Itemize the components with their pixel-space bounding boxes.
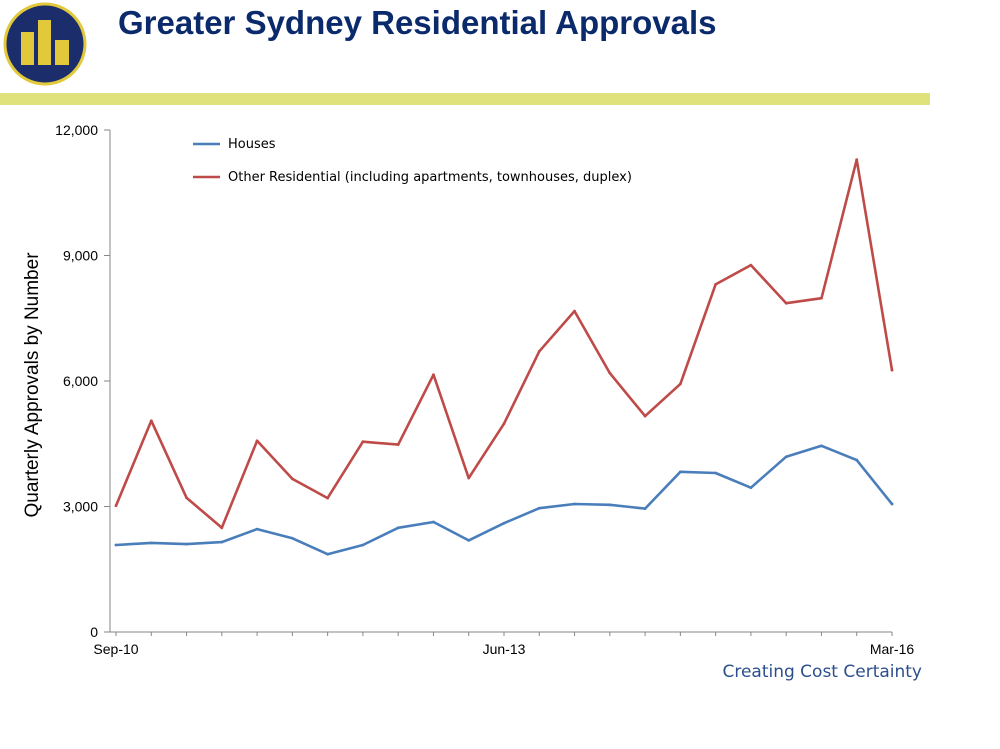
legend-label: Other Residential (including apartments,…	[228, 170, 632, 185]
series-lines	[114, 158, 894, 556]
data-point	[467, 476, 471, 480]
data-point	[326, 552, 330, 556]
data-point	[255, 527, 259, 531]
x-tick-label: Mar-16	[870, 641, 915, 657]
series-line-other-residential	[114, 158, 894, 530]
data-point	[714, 471, 718, 475]
data-point	[890, 368, 894, 372]
y-axis-label: Quarterly Approvals by Number	[22, 252, 43, 518]
data-point	[220, 540, 224, 544]
tagline: Creating Cost Certainty	[722, 662, 922, 682]
data-point	[573, 309, 576, 313]
data-point	[749, 486, 753, 490]
data-point	[784, 301, 788, 305]
legend: Houses Other Residential (including apart…	[193, 137, 632, 185]
data-point	[502, 521, 506, 525]
data-point	[361, 543, 365, 547]
data-point	[432, 520, 435, 524]
data-point	[396, 443, 400, 446]
data-point	[290, 477, 294, 481]
data-point	[114, 504, 118, 508]
data-point	[608, 503, 612, 507]
data-point	[855, 458, 859, 462]
data-point	[502, 422, 506, 426]
data-point	[220, 526, 224, 530]
data-point	[326, 496, 330, 500]
data-point	[608, 371, 612, 375]
data-point	[396, 526, 400, 530]
data-point	[185, 542, 188, 546]
data-point	[855, 158, 859, 162]
data-point	[537, 349, 541, 353]
building-logo-icon	[3, 2, 87, 86]
data-point	[784, 455, 788, 459]
x-axis: Sep-10 Jun-13 Mar-16	[93, 631, 915, 657]
data-point	[149, 419, 153, 423]
header-band	[0, 93, 930, 105]
data-point	[149, 541, 153, 545]
data-point	[185, 496, 188, 500]
y-axis: 0 3,000 6,000 9,000 12,000	[55, 122, 111, 640]
data-point	[114, 543, 118, 547]
data-point	[537, 506, 541, 510]
data-point	[890, 502, 894, 506]
data-point	[714, 282, 718, 286]
data-point	[820, 444, 823, 448]
data-point	[467, 538, 471, 542]
data-point	[643, 414, 647, 418]
line-chart: 0 3,000 6,000 9,000 12,000 Sep-10 Jun-13 Mar-1…	[0, 110, 1000, 675]
legend-label: Houses	[228, 137, 276, 152]
x-tick-label: Sep-10	[93, 641, 138, 657]
data-point	[255, 439, 259, 443]
data-point	[290, 536, 294, 540]
y-tick-label: 0	[90, 624, 98, 640]
data-point	[749, 263, 753, 267]
data-point	[678, 470, 682, 474]
y-tick-label: 9,000	[63, 248, 98, 264]
y-tick-label: 6,000	[63, 373, 98, 389]
data-point	[432, 373, 435, 377]
x-tick-label: Jun-13	[483, 641, 526, 657]
y-tick-label: 3,000	[63, 499, 98, 515]
page-title: Greater Sydney Residential Approvals	[118, 4, 717, 41]
data-point	[573, 502, 576, 506]
data-point	[361, 440, 365, 444]
data-point	[820, 296, 823, 300]
y-tick-label: 12,000	[55, 122, 98, 138]
data-point	[643, 507, 647, 510]
data-point	[678, 382, 682, 386]
